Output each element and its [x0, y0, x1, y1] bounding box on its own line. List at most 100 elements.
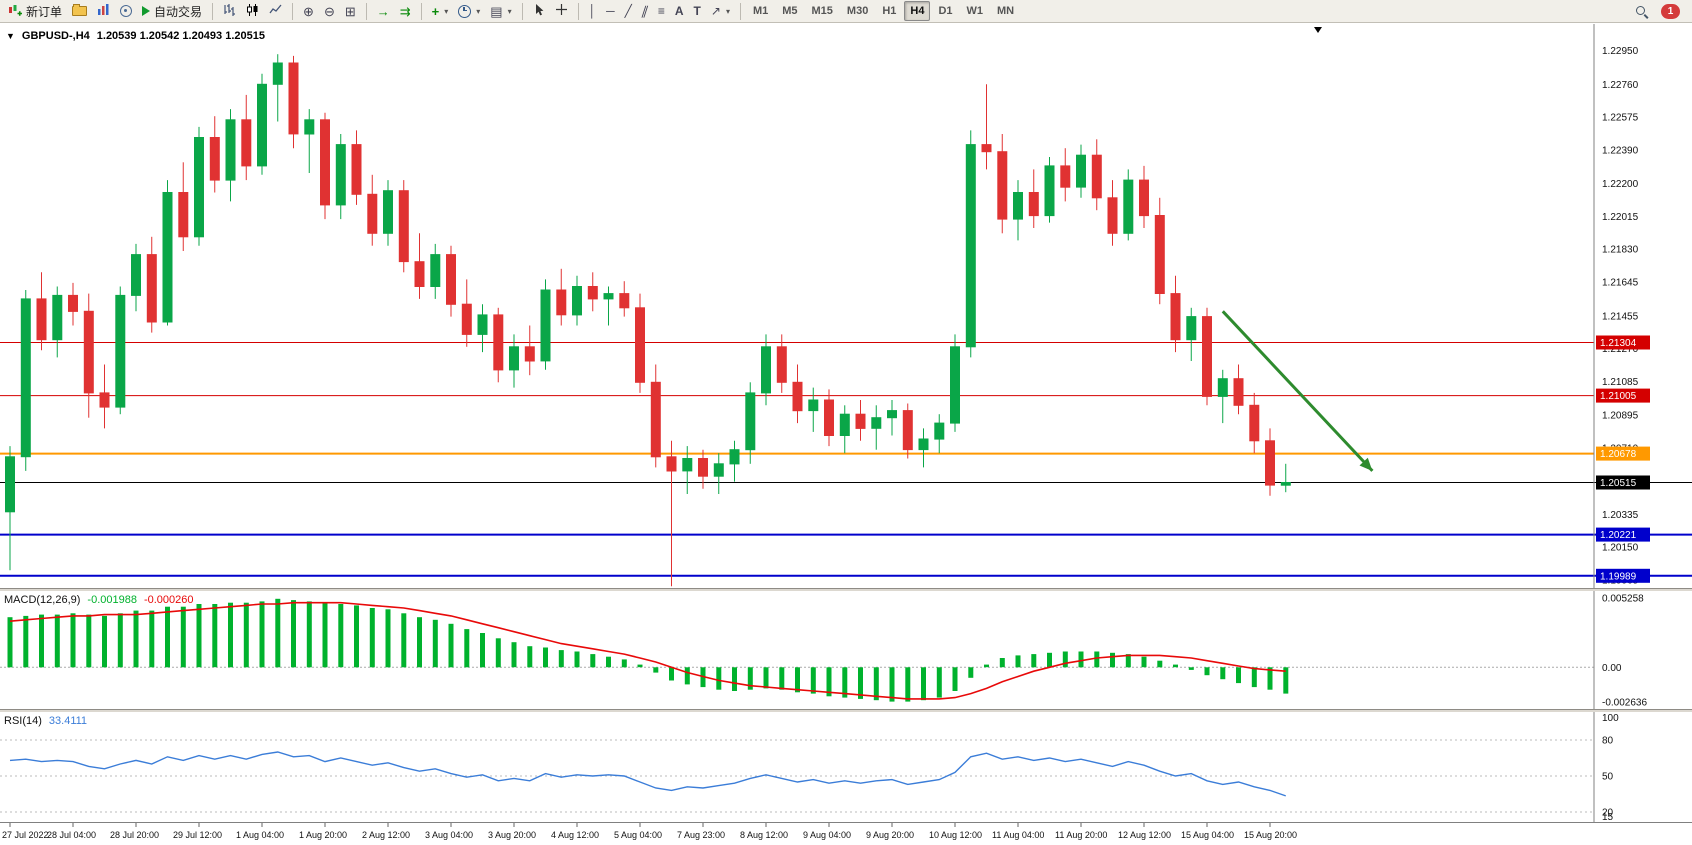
- rsi-panel[interactable]: 100 80 50 2015: [0, 712, 1692, 822]
- zoom-in-button[interactable]: ⊕: [299, 0, 318, 22]
- toolbar: 新订单 自动交易 ⊕ ⊖ ⊞ → ⇉ + ▾: [0, 0, 1692, 23]
- candlestick-chart-button[interactable]: [242, 0, 263, 22]
- rsi-value: 33.4111: [48, 715, 88, 727]
- trendline-button[interactable]: ╱: [621, 0, 636, 22]
- horizontal-line-button[interactable]: ─: [602, 0, 619, 22]
- toolbar-separator: [365, 2, 367, 20]
- autotrading-button[interactable]: 自动交易: [138, 0, 206, 22]
- svg-text:1.21830: 1.21830: [1602, 245, 1639, 256]
- svg-text:27 Jul 2022: 27 Jul 2022: [2, 830, 49, 840]
- new-order-label: 新订单: [26, 4, 63, 19]
- bar-chart-button[interactable]: [219, 0, 240, 22]
- svg-text:1.20895: 1.20895: [1602, 411, 1639, 422]
- macd-value: -0.001988: [87, 594, 137, 606]
- search-icon: [1635, 5, 1648, 18]
- svg-text:50: 50: [1602, 772, 1614, 783]
- svg-text:11 Aug 20:00: 11 Aug 20:00: [1055, 830, 1107, 840]
- svg-text:1 Aug 20:00: 1 Aug 20:00: [299, 830, 347, 840]
- svg-text:1.21085: 1.21085: [1602, 377, 1639, 388]
- panel-splitter[interactable]: [0, 588, 1692, 591]
- chevron-down-icon: ▾: [507, 6, 512, 16]
- price-chart[interactable]: 1.22950 1.22760 1.22575 1.22390 1.22200 1.220…: [0, 24, 1692, 588]
- svg-text:1.22760: 1.22760: [1602, 80, 1639, 91]
- fibonacci-icon: ≡: [657, 4, 665, 18]
- macd-panel[interactable]: 0.005258 0.00 -0.002636: [0, 591, 1692, 709]
- svg-text:1.21455: 1.21455: [1602, 311, 1639, 322]
- svg-text:3 Aug 04:00: 3 Aug 04:00: [425, 830, 473, 840]
- vertical-line-button[interactable]: │: [585, 0, 601, 22]
- svg-text:-0.002636: -0.002636: [1602, 698, 1647, 709]
- svg-text:2 Aug 12:00: 2 Aug 12:00: [362, 830, 410, 840]
- arrows-tool-button[interactable]: ↗ ▾: [707, 0, 734, 22]
- timeframe-m5-button[interactable]: M5: [782, 5, 798, 17]
- rsi-indicator-label: RSI(14) 33.4111: [4, 715, 87, 727]
- new-order-button[interactable]: 新订单: [4, 0, 66, 22]
- notification-badge[interactable]: 1: [1661, 3, 1680, 19]
- tile-windows-button[interactable]: ⊞: [341, 0, 360, 22]
- svg-text:1 Aug 04:00: 1 Aug 04:00: [236, 830, 284, 840]
- timeframe-d1-button[interactable]: D1: [938, 5, 953, 17]
- svg-text:1.21270: 1.21270: [1602, 344, 1639, 355]
- chart-shift-button[interactable]: ⇉: [396, 0, 415, 22]
- macd-indicator-label: MACD(12,26,9) -0.001988 -0.000260: [4, 594, 194, 606]
- crosshair-button[interactable]: [551, 0, 572, 22]
- timeframe-h4-button[interactable]: H4: [904, 1, 931, 21]
- auto-scroll-icon: →: [376, 3, 390, 19]
- equidistant-channel-icon: ∥: [639, 4, 651, 18]
- svg-text:28 Jul 04:00: 28 Jul 04:00: [47, 830, 96, 840]
- zoom-out-button[interactable]: ⊖: [320, 0, 339, 22]
- navigator-button[interactable]: [116, 0, 136, 22]
- market-watch-icon: [97, 3, 110, 19]
- indicators-button[interactable]: + ▾: [428, 0, 453, 22]
- svg-text:4 Aug 12:00: 4 Aug 12:00: [551, 830, 599, 840]
- equidistant-channel-button[interactable]: ∥: [638, 0, 652, 22]
- svg-text:20: 20: [1602, 808, 1614, 819]
- svg-text:9 Aug 04:00: 9 Aug 04:00: [803, 830, 851, 840]
- chevron-down-icon: ▾: [476, 6, 481, 16]
- svg-text:7 Aug 23:00: 7 Aug 23:00: [677, 830, 725, 840]
- crosshair-icon: [555, 3, 568, 19]
- timeframe-m30-button[interactable]: M30: [846, 5, 869, 17]
- svg-text:0.00: 0.00: [1602, 663, 1622, 674]
- svg-text:29 Jul 12:00: 29 Jul 12:00: [173, 830, 222, 840]
- chevron-down-icon: ▾: [444, 6, 449, 16]
- search-button[interactable]: [1631, 0, 1652, 22]
- cursor-button[interactable]: [529, 0, 549, 22]
- periods-button[interactable]: ▾: [454, 0, 484, 22]
- svg-text:1.21304: 1.21304: [1600, 338, 1637, 349]
- timeframe-mn-button[interactable]: MN: [997, 5, 1015, 17]
- profiles-button[interactable]: [68, 0, 91, 22]
- fibonacci-button[interactable]: ≡: [654, 0, 669, 22]
- chart-ohlc-values: 1.20539 1.20542 1.20493 1.20515: [96, 30, 265, 42]
- timeframe-m15-button[interactable]: M15: [811, 5, 833, 17]
- svg-text:28 Jul 20:00: 28 Jul 20:00: [110, 830, 159, 840]
- svg-text:3 Aug 20:00: 3 Aug 20:00: [488, 830, 536, 840]
- svg-text:1.19989: 1.19989: [1600, 571, 1637, 582]
- candlestick-chart-icon: [246, 3, 259, 20]
- panel-splitter[interactable]: [0, 709, 1692, 712]
- svg-text:1.20150: 1.20150: [1602, 543, 1639, 554]
- collapse-toggle-icon[interactable]: ▼: [6, 31, 15, 41]
- indicators-icon: +: [431, 3, 440, 19]
- zoom-in-icon: ⊕: [303, 3, 314, 19]
- text-label-button[interactable]: T: [690, 0, 705, 22]
- macd-signal-value: -0.000260: [143, 594, 194, 606]
- market-watch-button[interactable]: [93, 0, 114, 22]
- auto-scroll-button[interactable]: →: [373, 0, 394, 22]
- svg-text:12 Aug 12:00: 12 Aug 12:00: [1118, 830, 1171, 840]
- timeframe-w1-button[interactable]: W1: [966, 5, 984, 17]
- svg-text:1.21645: 1.21645: [1602, 278, 1639, 289]
- svg-text:80: 80: [1602, 736, 1614, 747]
- templates-button[interactable]: ▤ ▾: [486, 0, 515, 22]
- vertical-line-icon: │: [588, 4, 597, 18]
- text-button[interactable]: A: [671, 0, 688, 22]
- timeframe-m1-button[interactable]: M1: [752, 5, 769, 17]
- zoom-out-icon: ⊖: [323, 3, 335, 19]
- svg-text:15 Aug 20:00: 15 Aug 20:00: [1244, 830, 1297, 840]
- toolbar-separator: [420, 2, 422, 20]
- toolbar-separator: [521, 2, 523, 20]
- timeframe-h1-button[interactable]: H1: [882, 5, 897, 17]
- chart-title: ▼ GBPUSD-,H4 1.20539 1.20542 1.20493 1.2…: [6, 30, 265, 42]
- line-chart-button[interactable]: [265, 0, 286, 22]
